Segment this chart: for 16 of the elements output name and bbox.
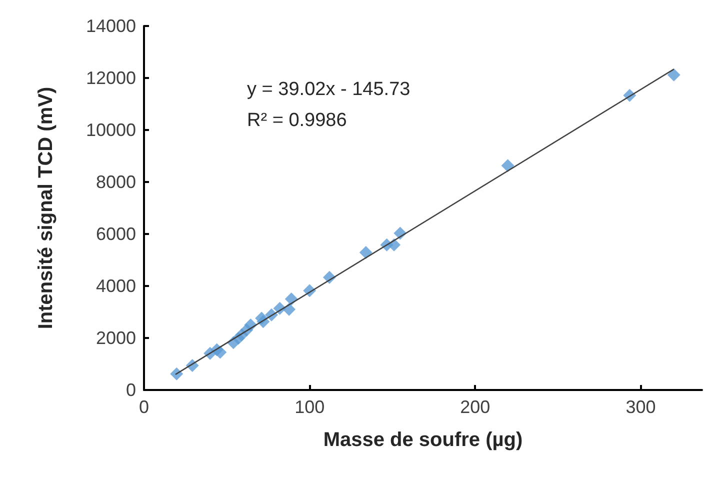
x-tick-label: 200 [460,397,490,417]
y-tick-label: 0 [126,380,136,400]
y-tick-label: 2000 [96,328,136,348]
x-axis-title: Masse de soufre (µg) [323,429,523,451]
y-tick-label: 12000 [86,68,136,88]
y-axis-title: Intensité signal TCD (mV) [35,86,57,330]
y-tick-label: 8000 [96,172,136,192]
y-tick-label: 14000 [86,16,136,36]
x-tick-label: 300 [626,397,656,417]
annotation: y = 39.02x - 145.73 [247,79,410,100]
annotation: R² = 0.9986 [247,110,347,131]
y-tick-label: 4000 [96,276,136,296]
y-tick-label: 10000 [86,120,136,140]
x-tick-label: 0 [138,397,150,417]
x-tick-label: 100 [294,397,325,417]
y-tick-label: 6000 [96,224,136,244]
